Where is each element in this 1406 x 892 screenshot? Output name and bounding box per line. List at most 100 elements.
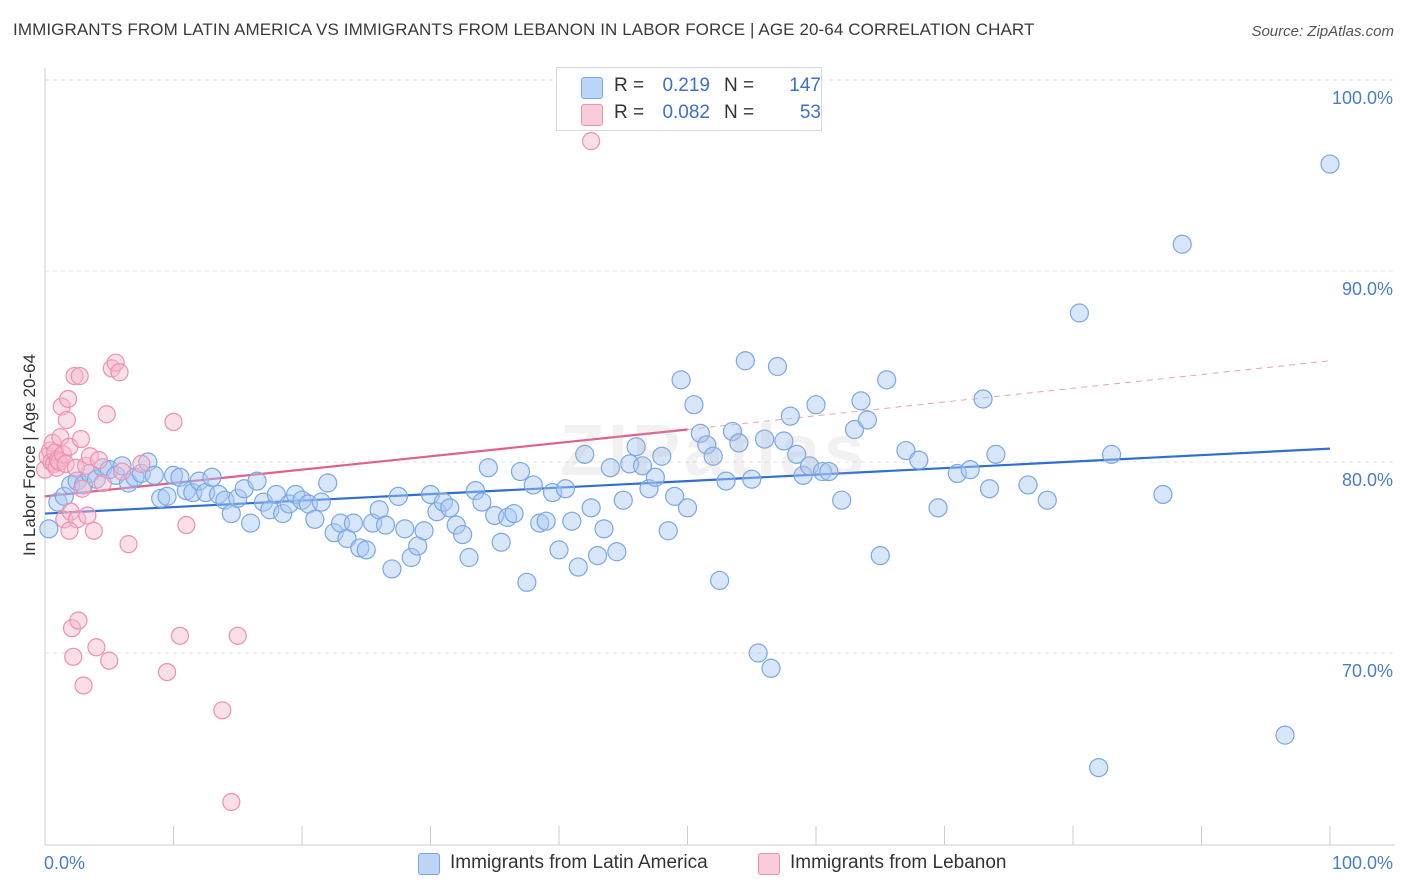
watermark: ZIPatlas (560, 411, 869, 491)
data-point-latin-america (947, 463, 967, 484)
data-point-latin-america (639, 479, 659, 499)
data-point-latin-america (517, 572, 537, 592)
data-point-latin-america (870, 545, 890, 566)
data-point-lebanon (56, 454, 75, 474)
data-point-lebanon (71, 429, 91, 449)
data-point-latin-america (401, 547, 421, 568)
data-point-latin-america (478, 458, 498, 478)
data-point-lebanon (157, 662, 177, 682)
data-point-latin-america (427, 502, 447, 522)
data-point-latin-america (812, 461, 833, 482)
x-tick-label: 100.0% (1332, 853, 1393, 873)
data-point-latin-america (652, 446, 672, 466)
data-point-latin-america (722, 421, 743, 442)
y-tick-label: 70.0% (1342, 661, 1393, 681)
data-point-latin-america (844, 419, 865, 440)
bottom-legend-label: Immigrants from Latin America (450, 852, 708, 873)
data-point-lebanon (60, 521, 79, 540)
data-point-lebanon (110, 363, 129, 382)
legend-swatch-pink (581, 104, 603, 126)
data-point-latin-america (658, 521, 678, 541)
x-tick-label: 0.0% (44, 853, 85, 873)
data-point-latin-america (684, 395, 704, 415)
data-point-lebanon (64, 647, 83, 666)
data-point-lebanon (119, 535, 138, 554)
data-point-lebanon (97, 405, 116, 424)
data-point-lebanon (228, 626, 247, 645)
data-point-latin-america (1153, 484, 1173, 505)
trend-line-latin-america (44, 447, 1331, 515)
legend-r-value: 0.219 (662, 75, 710, 96)
data-point-latin-america (986, 444, 1006, 464)
data-point-lebanon (65, 366, 84, 386)
data-point-lebanon (52, 397, 71, 416)
data-point-latin-america (465, 481, 486, 501)
data-point-lebanon (89, 450, 109, 470)
data-point-latin-america (112, 456, 132, 476)
data-point-latin-america (305, 509, 325, 529)
data-point-lebanon (112, 462, 132, 481)
bottom-legend-swatch-pink (758, 853, 780, 875)
series-lebanon-points (35, 132, 601, 812)
data-point-lebanon (100, 651, 119, 670)
data-point-latin-america (587, 545, 608, 566)
data-point-latin-america (979, 479, 1000, 499)
data-point-latin-america (453, 524, 473, 545)
data-point-latin-america (1320, 154, 1340, 174)
data-point-latin-america (356, 540, 376, 560)
data-point-lebanon (35, 460, 55, 479)
data-point-lebanon (87, 638, 106, 657)
data-point-latin-america (241, 513, 261, 533)
data-point-lebanon (177, 515, 196, 535)
data-point-latin-america (774, 431, 794, 451)
data-point-lebanon (222, 792, 241, 812)
data-point-latin-america (459, 547, 479, 568)
data-point-latin-america (832, 490, 852, 510)
data-point-latin-america (504, 503, 524, 524)
data-point-lebanon (73, 479, 92, 498)
legend-swatch-blue (581, 77, 603, 99)
chart-source: Source: ZipAtlas.com (1251, 23, 1394, 40)
data-point-lebanon (80, 447, 100, 466)
data-point-lebanon (170, 626, 190, 645)
data-point-lebanon (59, 389, 78, 409)
data-point-latin-america (761, 658, 781, 678)
data-point-latin-america (510, 461, 531, 482)
data-point-latin-america (202, 467, 222, 487)
data-point-latin-america (671, 370, 691, 390)
data-point-lebanon (57, 410, 76, 430)
data-point-latin-america (1172, 234, 1192, 254)
data-point-latin-america (787, 444, 807, 464)
data-point-latin-america (613, 490, 633, 510)
data-point-latin-america (279, 494, 299, 514)
data-point-latin-america (793, 465, 813, 485)
data-point-latin-america (716, 471, 736, 491)
data-point-latin-america (645, 467, 665, 487)
tick-labels: 70.0% 80.0% 90.0% 100.0% 0.0% 100.0% (44, 88, 1393, 873)
data-point-latin-america (735, 351, 755, 371)
data-point-latin-america (562, 511, 582, 531)
y-tick-label: 90.0% (1342, 279, 1393, 299)
data-point-lebanon (84, 521, 103, 540)
data-point-latin-america (877, 370, 897, 390)
bottom-legend-swatch-blue (418, 853, 440, 875)
data-point-latin-america (710, 570, 730, 591)
data-point-latin-america (928, 498, 948, 518)
data-point-latin-america (549, 540, 569, 560)
data-point-latin-america (247, 471, 267, 491)
data-point-latin-america (960, 460, 980, 480)
data-point-latin-america (189, 471, 209, 491)
data-point-latin-america (806, 395, 826, 415)
data-point-latin-america (228, 488, 248, 508)
data-point-latin-america (857, 410, 878, 430)
data-point-lebanon (55, 510, 74, 529)
data-point-latin-america (594, 519, 614, 539)
legend-n-label: N = (724, 102, 755, 123)
y-tick-label: 80.0% (1342, 470, 1393, 490)
data-point-latin-america (626, 437, 646, 457)
data-point-latin-america (1275, 725, 1295, 745)
chart-title: IMMIGRANTS FROM LATIN AMERICA VS IMMIGRA… (13, 20, 1035, 39)
data-point-latin-america (767, 356, 788, 377)
trend-lines (44, 360, 1331, 515)
data-point-latin-america (472, 492, 492, 512)
